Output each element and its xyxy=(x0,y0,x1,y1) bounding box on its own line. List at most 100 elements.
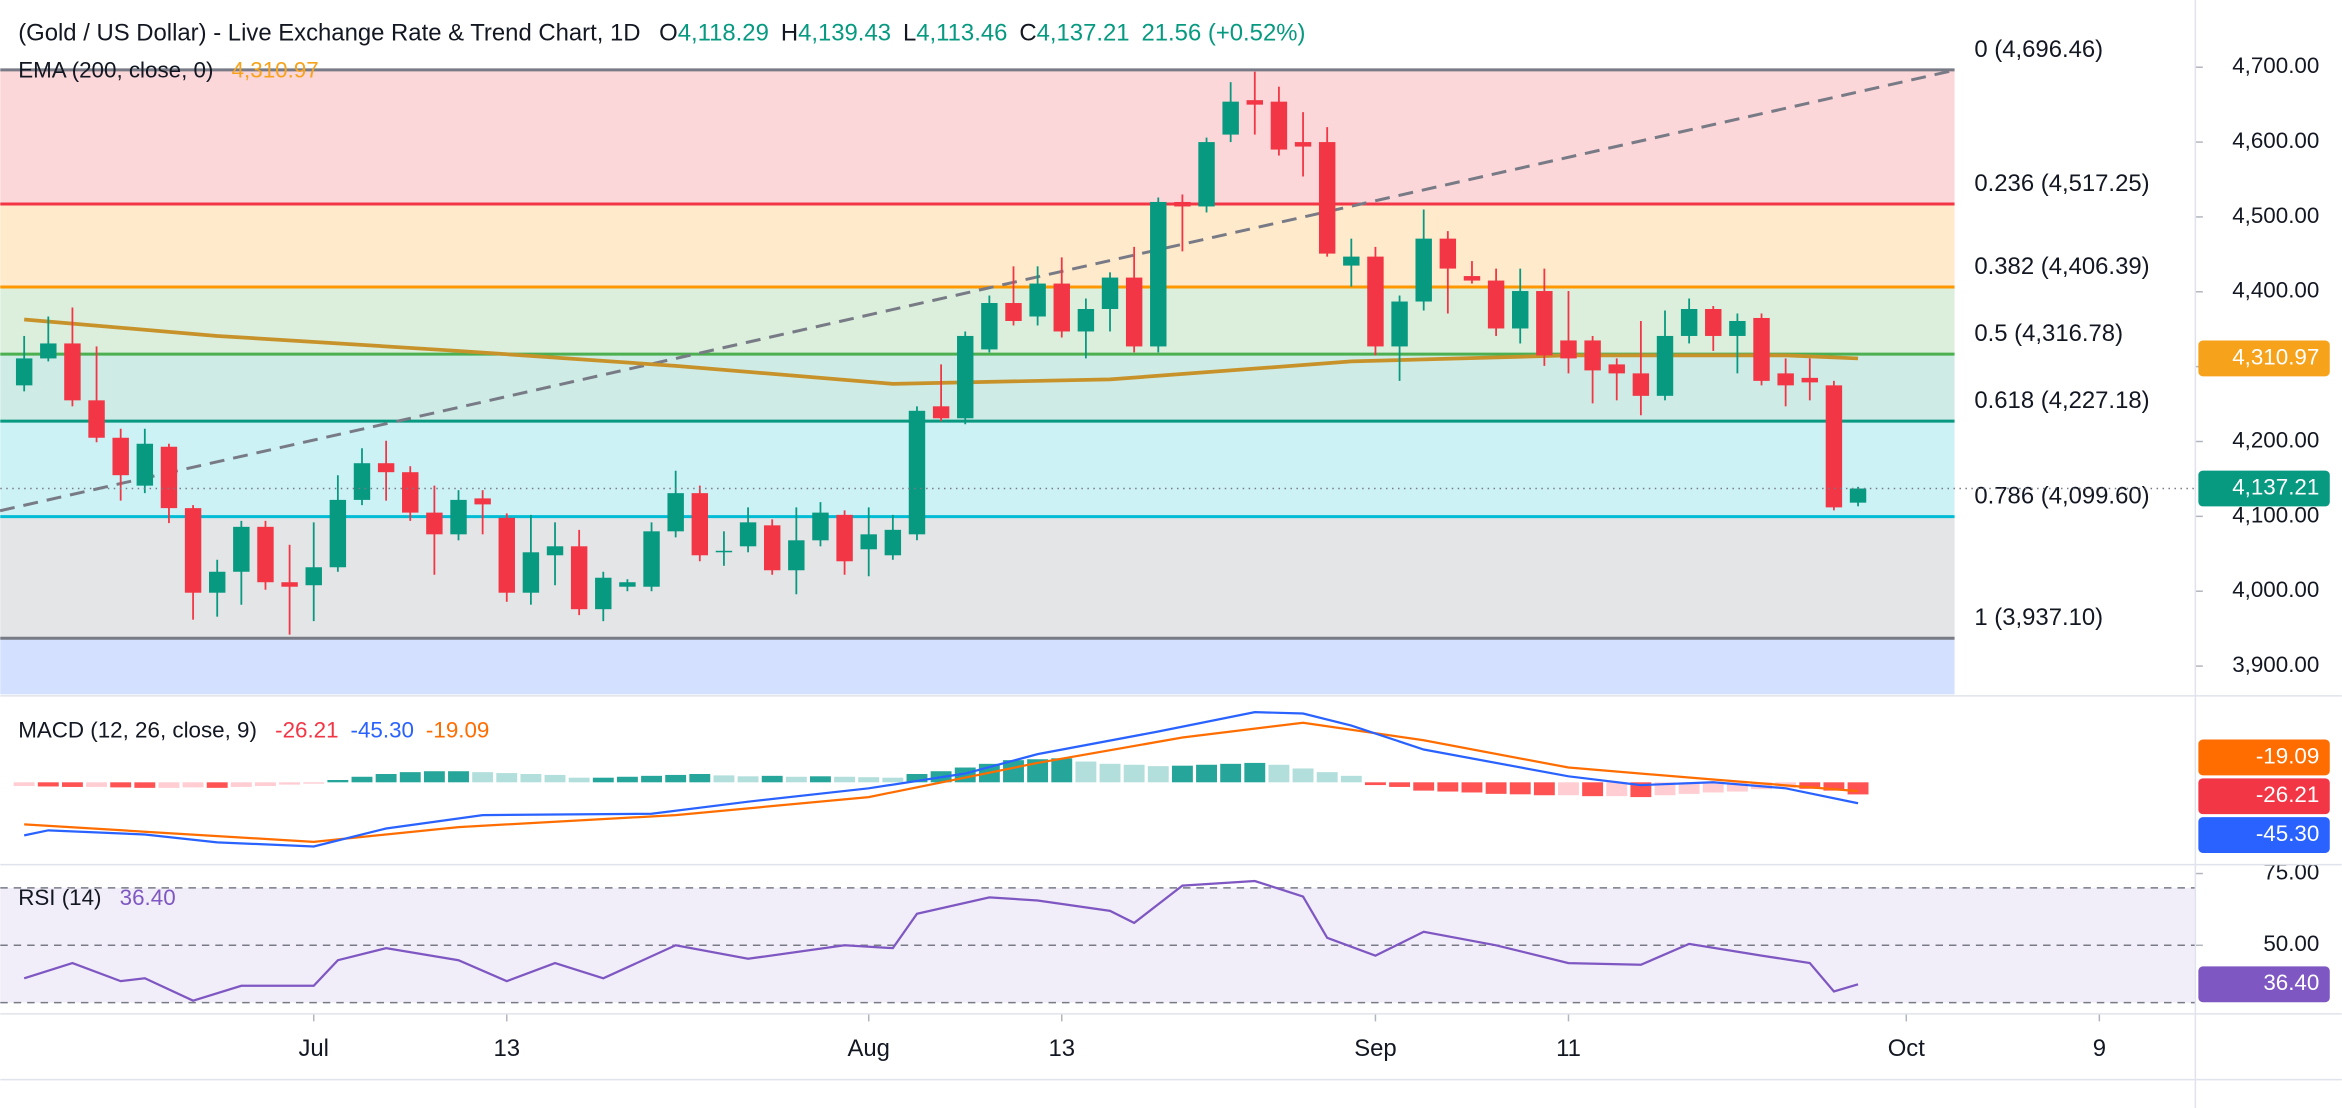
macd-histogram-bar xyxy=(1509,782,1531,795)
fib-level-label: 0.236 (4,517.25) xyxy=(1974,170,2149,197)
candle-body xyxy=(426,512,443,535)
macd-histogram-bar xyxy=(303,782,325,784)
macd-histogram-bar xyxy=(1847,782,1869,795)
macd-histogram-bar xyxy=(1268,764,1290,783)
y-tick-label: 4,500.00 xyxy=(2232,203,2319,228)
y-tick-label: 3,900.00 xyxy=(2232,652,2319,677)
macd-histogram-bar xyxy=(182,782,204,788)
macd-histogram-bar xyxy=(448,771,469,783)
fib-band xyxy=(0,516,1955,639)
macd-histogram-bar xyxy=(641,775,663,783)
macd-histogram-bar xyxy=(834,776,856,783)
macd-histogram-bar xyxy=(1582,782,1604,797)
macd-histogram-bar xyxy=(351,776,373,783)
macd-badge xyxy=(2198,778,2330,815)
ohlc-key: O xyxy=(659,20,678,47)
macd-badge-text: -45.30 xyxy=(2256,821,2319,846)
candle-body xyxy=(884,529,902,556)
macd-histogram-bar xyxy=(279,782,301,785)
candle-body xyxy=(1150,201,1167,347)
candle-body xyxy=(184,508,202,593)
rsi-pane xyxy=(0,879,2196,1004)
candle-body xyxy=(619,582,636,587)
candle-body xyxy=(981,303,998,350)
macd-histogram-bar xyxy=(906,773,928,783)
macd-histogram-bar xyxy=(1220,763,1242,783)
x-tick-label: 13 xyxy=(493,1035,520,1062)
candle-body xyxy=(932,406,950,419)
candle-body xyxy=(1801,377,1818,383)
macd-badge xyxy=(2198,817,2330,853)
candle-body xyxy=(1053,283,1070,332)
x-tick-label: 11 xyxy=(1556,1035,1581,1062)
macd-histogram-bar xyxy=(37,782,59,787)
candle-body xyxy=(957,335,974,419)
macd-histogram-bar xyxy=(1533,782,1555,796)
candle-body xyxy=(1125,277,1143,347)
candle-body xyxy=(208,571,226,593)
fib-band xyxy=(0,204,1955,288)
candle-body xyxy=(812,512,829,541)
candle-body xyxy=(1415,238,1432,302)
candle-body xyxy=(908,410,926,535)
macd-histogram-bar xyxy=(665,774,687,783)
candle-body xyxy=(1680,309,1698,336)
rsi-tick-label: 75.00 xyxy=(2263,859,2319,884)
candle-body xyxy=(1705,309,1722,336)
rsi-line xyxy=(23,879,1859,1002)
axes: 4,700.004,600.004,500.004,400.004,300.00… xyxy=(298,53,2330,1062)
ohlc-value: 4,113.46 xyxy=(916,20,1007,47)
fib-level-label: 0 (4,696.46) xyxy=(1974,36,2103,63)
macd-histogram-bar xyxy=(399,772,421,783)
macd-histogram-bar xyxy=(1051,758,1073,783)
macd-histogram-bar xyxy=(375,773,397,783)
header: (Gold / US Dollar) - Live Exchange Rate … xyxy=(18,20,1305,47)
candle-body xyxy=(233,526,250,572)
last-price-badge xyxy=(2198,470,2330,507)
fib-level-label: 1 (3,937.10) xyxy=(1974,604,2103,631)
macd-histogram-bar xyxy=(882,777,904,783)
ema-line xyxy=(24,317,1859,386)
macd-histogram-bar xyxy=(713,775,735,783)
candle-body xyxy=(1608,364,1625,374)
candle-body xyxy=(860,534,877,550)
fib-level-label: 0.786 (4,099.60) xyxy=(1974,483,2149,510)
macd-histogram-bar xyxy=(544,774,566,783)
macd-signal-line xyxy=(24,721,1859,843)
macd-histogram-bar xyxy=(520,773,542,783)
candle-body xyxy=(498,517,515,593)
ema-badge xyxy=(2198,340,2330,377)
macd-histogram-bar xyxy=(1075,761,1097,783)
last-price-badge-text: 4,137.21 xyxy=(2232,474,2319,499)
macd-histogram-bar xyxy=(327,779,349,783)
candle-body xyxy=(1222,101,1239,135)
candle-body xyxy=(1512,291,1529,329)
x-tick-label: Jul xyxy=(298,1035,329,1062)
candle-body xyxy=(136,443,154,486)
ohlc-value: 4,137.21 xyxy=(1037,20,1130,47)
macd-histogram-bar xyxy=(761,775,783,783)
macd-histogram-bar xyxy=(1678,782,1700,794)
macd-histogram-bar xyxy=(1799,782,1821,789)
candle-body xyxy=(1729,320,1746,336)
candle-body xyxy=(257,526,274,583)
macd-histogram-bar xyxy=(206,782,228,788)
candle-body xyxy=(1825,385,1843,508)
x-tick-label: 9 xyxy=(2093,1035,2106,1062)
candle-body xyxy=(88,400,105,438)
candle-body xyxy=(595,577,612,610)
candle-body xyxy=(353,463,371,500)
candle-body xyxy=(402,472,419,513)
ema-name: EMA (200, close, 0) xyxy=(18,58,213,83)
fib-level-label: 0.618 (4,227.18) xyxy=(1974,387,2149,414)
candle-body xyxy=(1174,201,1191,207)
candle-body xyxy=(667,493,684,532)
candle-body xyxy=(1753,317,1770,381)
x-tick-label: Sep xyxy=(1354,1035,1396,1062)
macd-histogram-bar xyxy=(810,776,831,783)
candle-body xyxy=(329,499,347,568)
candle-body xyxy=(1198,142,1215,207)
legends: (Gold / US Dollar) - Live Exchange Rate … xyxy=(18,20,1305,910)
candle-body xyxy=(377,463,395,473)
